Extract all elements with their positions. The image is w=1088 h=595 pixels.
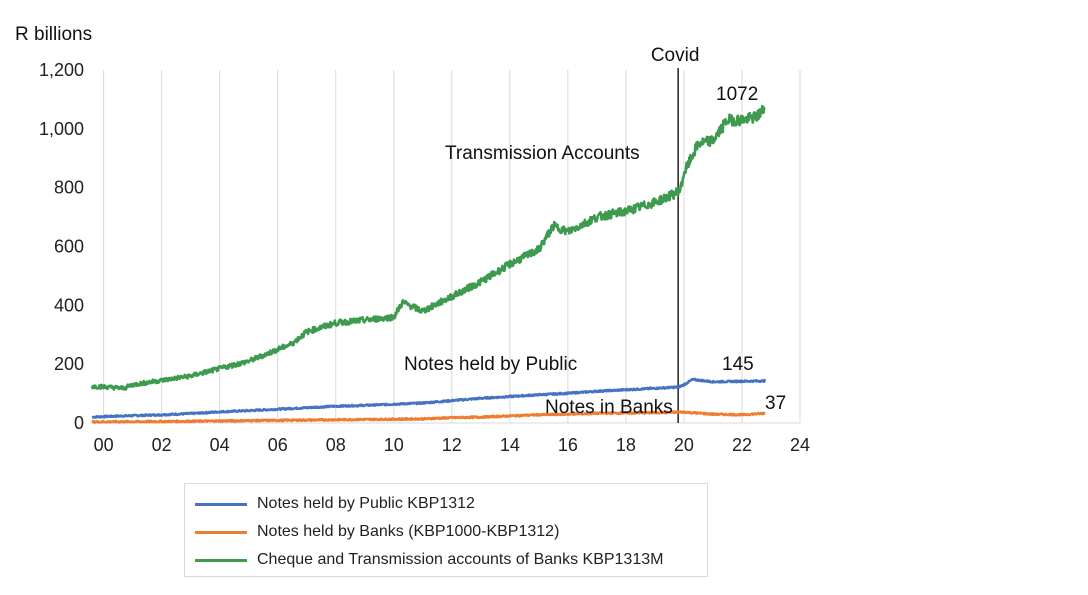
y-tick-label: 1,000 [39, 119, 84, 139]
y-tick-label: 400 [54, 295, 84, 315]
line-chart: 0 200 400 600 800 1,000 1,200 00 02 04 06 08 10 12 14 1… [15, 24, 810, 455]
x-tick-label: 04 [210, 435, 230, 455]
legend-swatch-banks [195, 530, 247, 534]
notes-public-label: Notes held by Public [404, 354, 577, 375]
x-tick-label: 02 [152, 435, 172, 455]
series-line-1 [91, 410, 766, 424]
legend: Notes held by Public KBP1312 Notes held … [184, 483, 708, 577]
series-line-0 [91, 377, 767, 419]
legend-item-public: Notes held by Public KBP1312 [195, 490, 707, 518]
x-tick-label: 22 [732, 435, 752, 455]
legend-label-banks: Notes held by Banks (KBP1000-KBP1312) [257, 523, 560, 540]
covid-label: Covid [651, 45, 700, 66]
y-tick-label: 0 [74, 413, 84, 433]
series-lines [90, 104, 767, 424]
x-tick-label: 24 [790, 435, 810, 455]
legend-item-transmission: Cheque and Transmission accounts of Bank… [195, 546, 707, 574]
orange-end-label: 37 [765, 393, 786, 414]
x-tick-label: 20 [674, 435, 694, 455]
gridlines [92, 70, 801, 424]
notes-banks-label: Notes in Banks [545, 397, 673, 418]
x-tick-label: 14 [500, 435, 520, 455]
y-tick-label: 1,200 [39, 60, 84, 80]
blue-end-label: 145 [722, 354, 754, 375]
y-tick-label: 600 [54, 237, 84, 257]
legend-swatch-transmission [195, 558, 247, 562]
x-tick-label: 06 [268, 435, 288, 455]
y-tick-label: 800 [54, 178, 84, 198]
y-tick-label: 200 [54, 354, 84, 374]
x-tick-label: 10 [384, 435, 404, 455]
legend-label-public: Notes held by Public KBP1312 [257, 495, 475, 512]
x-tick-label: 00 [94, 435, 114, 455]
axis-ticks: 0 200 400 600 800 1,000 1,200 00 02 04 06 08 10 12 14 1… [39, 60, 810, 455]
x-tick-label: 08 [326, 435, 346, 455]
green-end-label: 1072 [716, 84, 758, 105]
legend-item-banks: Notes held by Banks (KBP1000-KBP1312) [195, 518, 707, 546]
x-tick-label: 12 [442, 435, 462, 455]
legend-swatch-public [195, 502, 247, 506]
transmission-accounts-label: Transmission Accounts [445, 143, 640, 164]
y-axis-label: R billions [15, 24, 92, 45]
x-tick-label: 18 [616, 435, 636, 455]
legend-label-transmission: Cheque and Transmission accounts of Bank… [257, 551, 664, 568]
series-line-2 [90, 104, 766, 391]
x-tick-label: 16 [558, 435, 578, 455]
